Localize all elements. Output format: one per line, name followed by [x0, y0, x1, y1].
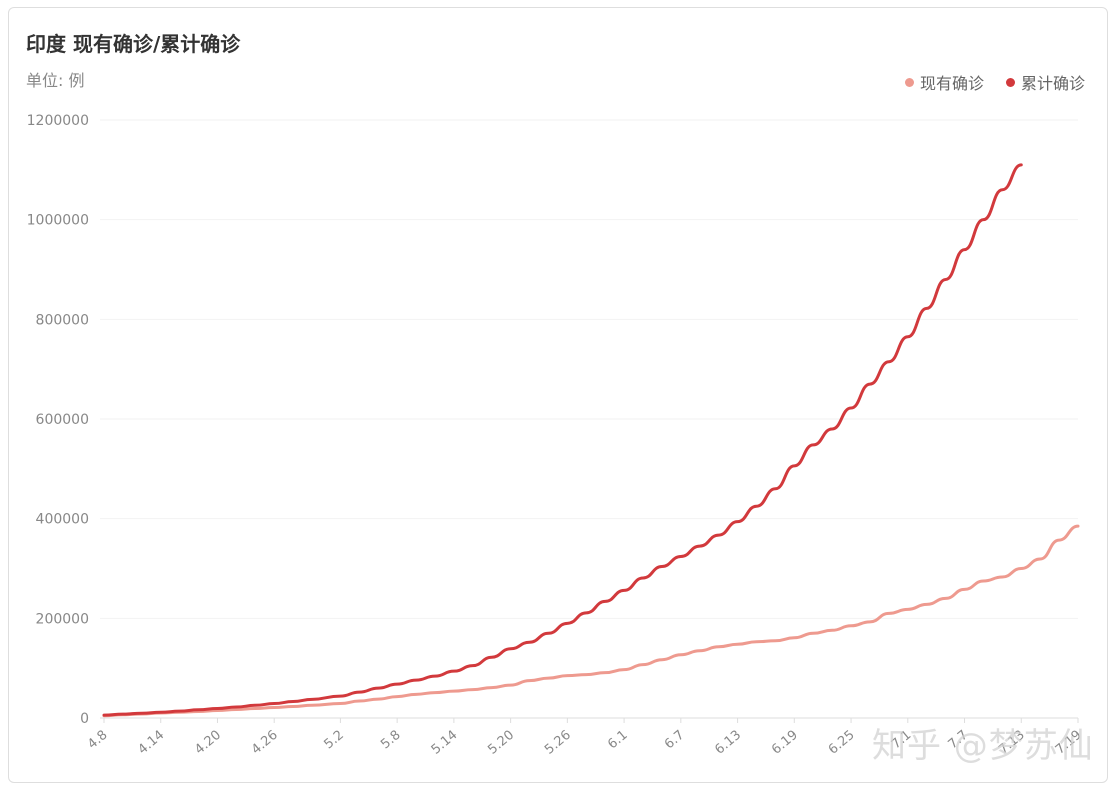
x-tick-label: 4.14 [135, 728, 167, 758]
chart-card: 印度 现有确诊/累计确诊 单位: 例 现有确诊 累计确诊 [8, 7, 1108, 783]
x-tick-label: 6.7 [662, 728, 687, 753]
x-tick-label: 6.13 [712, 728, 744, 758]
x-tick-label: 6.25 [826, 728, 858, 758]
legend-dot-current-icon [904, 77, 914, 87]
x-tick-label: 5.2 [321, 728, 346, 753]
x-tick-label: 5.26 [542, 728, 574, 758]
x-tick-label: 6.1 [605, 728, 630, 753]
y-tick-label: 600000 [36, 412, 89, 428]
series-line-cumulative [102, 163, 1023, 717]
legend-label-current: 现有确诊 [919, 74, 984, 93]
y-tick-label: 400000 [36, 512, 89, 528]
watermark: 知乎 @梦苏仙 [872, 726, 1094, 766]
legend-item-current[interactable]: 现有确诊 [904, 70, 984, 94]
x-tick-label: 4.26 [249, 728, 281, 758]
x-tick-label: 5.8 [378, 728, 403, 753]
x-tick-label: 5.14 [429, 728, 461, 758]
legend-label-cumulative: 累计确诊 [1020, 74, 1085, 93]
legend: 现有确诊 累计确诊 [904, 70, 1085, 94]
x-tick-label: 6.19 [769, 728, 801, 758]
legend-item-cumulative[interactable]: 累计确诊 [1005, 70, 1085, 94]
x-tick-label: 5.20 [485, 728, 517, 758]
y-tick-label: 0 [80, 711, 89, 727]
x-tick-label: 4.20 [192, 728, 224, 758]
unit-label: 单位: 例 [26, 71, 85, 90]
series-line-current [102, 524, 1080, 718]
y-tick-label: 1200000 [27, 113, 89, 129]
x-tick-label: 4.8 [85, 728, 110, 753]
y-tick-label: 200000 [36, 611, 89, 627]
y-tick-label: 1000000 [27, 213, 89, 229]
legend-dot-cumulative-icon [1005, 77, 1015, 87]
y-tick-label: 800000 [36, 312, 89, 328]
chart-title: 印度 现有确诊/累计确诊 [26, 32, 241, 56]
